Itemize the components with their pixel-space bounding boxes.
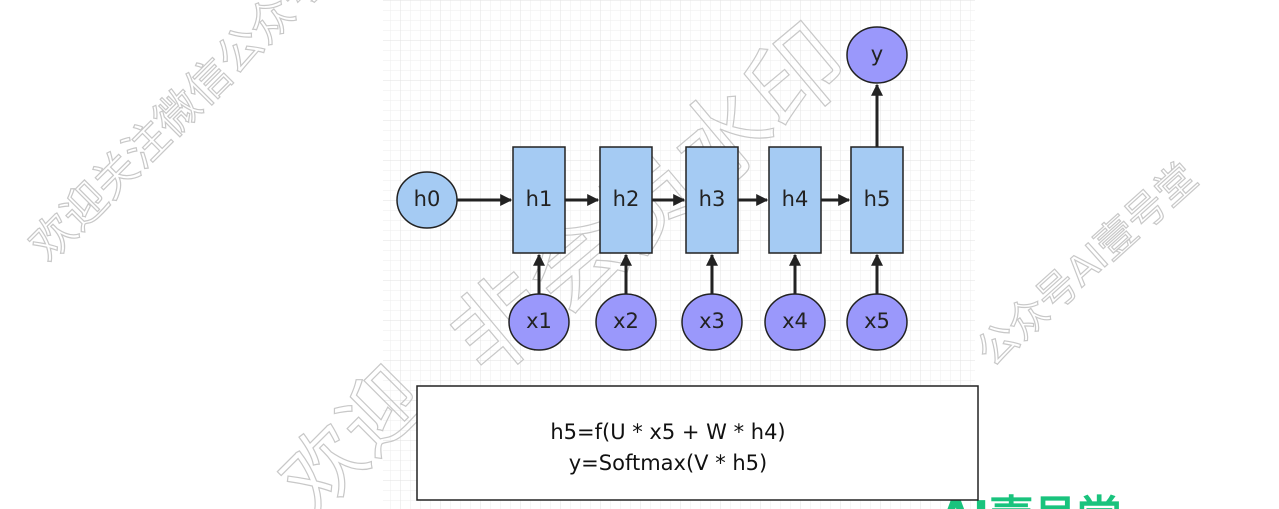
formula-box	[416, 385, 979, 501]
input-node	[595, 293, 657, 351]
node-label: h2	[613, 187, 640, 211]
hidden-state	[512, 146, 566, 254]
node-label: x1	[526, 309, 552, 333]
output-node	[846, 26, 908, 84]
node-label: h0	[414, 187, 441, 211]
state-node	[396, 171, 458, 229]
node-label: h3	[699, 187, 726, 211]
node-label: h5	[864, 187, 891, 211]
hidden-state	[768, 146, 822, 254]
watermark: 欢迎关注微信公众号	[20, 0, 336, 271]
node-label: y	[871, 42, 883, 66]
node-label: x3	[699, 309, 725, 333]
node-label: h1	[526, 187, 553, 211]
hidden-state	[599, 146, 653, 254]
input-node	[508, 293, 570, 351]
watermark: 公众号AI壹号堂	[968, 155, 1206, 376]
input-node	[764, 293, 826, 351]
node-label: h4	[782, 187, 809, 211]
formula-line: y=Softmax(V * h5)	[569, 451, 768, 475]
node-label: x4	[782, 309, 808, 333]
node-label: x5	[864, 309, 890, 333]
rnn-diagram: h0 h1 h2 h3 h4 h5 x1 x2 x3 x4 x5 y	[396, 26, 908, 351]
input-node	[681, 293, 743, 351]
formula-line: h5=f(U * x5 + W * h4)	[550, 420, 785, 444]
hidden-state	[685, 146, 739, 254]
node-label: x2	[613, 309, 639, 333]
input-node	[846, 293, 908, 351]
watermark-logo: AI壹号堂	[939, 492, 1121, 509]
hidden-state	[850, 146, 904, 254]
